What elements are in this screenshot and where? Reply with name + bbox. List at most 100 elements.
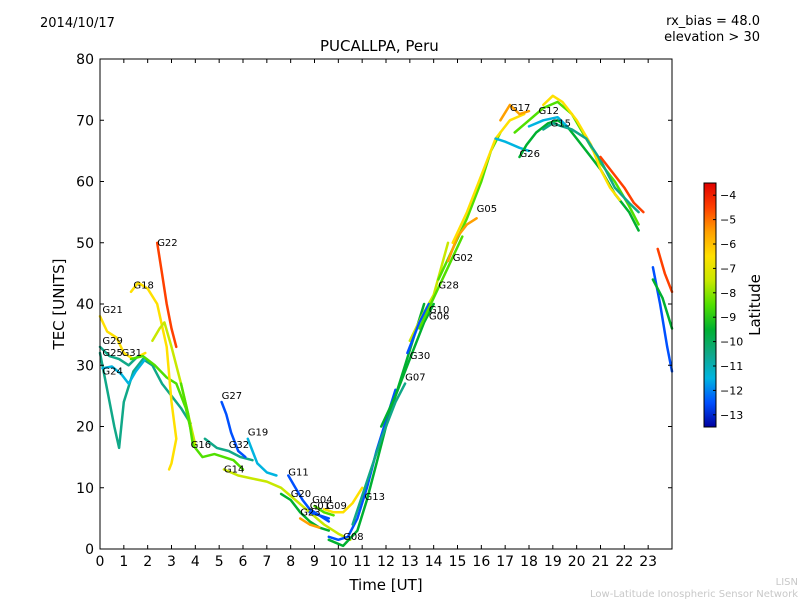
series-g28 bbox=[418, 235, 464, 330]
series-g12b bbox=[542, 94, 621, 202]
series-g20 bbox=[279, 492, 331, 532]
colorbar-tick-label: −11 bbox=[720, 360, 743, 373]
sat-label-g06: G06 bbox=[429, 311, 449, 322]
y-tick-label: 20 bbox=[76, 420, 94, 436]
colorbar-tick-label: −4 bbox=[720, 189, 736, 202]
ticks-layer: 0 1 2 3 4 5 6 7 8 9 10 11 12 13 14 15 16 17 18 19 20 21 22 2301… bbox=[76, 52, 672, 570]
x-tick-label: 23 bbox=[639, 554, 657, 570]
sat-label-g15: G15 bbox=[551, 118, 571, 129]
sat-label-g09: G09 bbox=[326, 501, 346, 512]
x-tick-label: 19 bbox=[544, 554, 562, 570]
series-g27 bbox=[220, 400, 247, 459]
x-tick-label: 10 bbox=[329, 554, 347, 570]
sat-label-g11: G11 bbox=[288, 468, 308, 479]
rx-bias-label: rx_bias = 48.0 bbox=[666, 14, 760, 29]
y-axis-label: TEC [UNITS] bbox=[50, 259, 68, 351]
credit-long: Low-Latitude Ionospheric Sensor Network bbox=[590, 589, 798, 600]
x-tick-label: 2 bbox=[143, 554, 152, 570]
sat-label-g07: G07 bbox=[405, 373, 425, 384]
colorbar-tick-label: −10 bbox=[720, 336, 743, 349]
series-g22 bbox=[155, 241, 178, 349]
series-g18 bbox=[129, 281, 178, 471]
sat-label-g25: G25 bbox=[102, 348, 122, 359]
x-tick-label: 21 bbox=[592, 554, 610, 570]
sat-label-g18: G18 bbox=[133, 281, 153, 292]
series-g04 bbox=[313, 504, 335, 517]
series-g13e bbox=[651, 278, 674, 330]
sat-label-g05: G05 bbox=[477, 204, 497, 215]
x-tick-label: 0 bbox=[96, 554, 105, 570]
sat-label-g14: G14 bbox=[224, 464, 244, 475]
x-tick-label: 1 bbox=[119, 554, 128, 570]
sat-label-g01: G01 bbox=[310, 501, 330, 512]
sat-label-g10: G10 bbox=[429, 305, 449, 316]
series-g15b bbox=[527, 115, 569, 128]
series-g15 bbox=[542, 122, 640, 214]
x-tick-label: 11 bbox=[353, 554, 371, 570]
series-g05 bbox=[446, 217, 478, 263]
series-g05b bbox=[451, 112, 526, 245]
y-tick-label: 40 bbox=[76, 297, 94, 313]
x-tick-label: 14 bbox=[425, 554, 443, 570]
sat-label-g13: G13 bbox=[365, 492, 385, 503]
series-g32 bbox=[203, 437, 254, 462]
series-g01 bbox=[308, 511, 331, 520]
series-g29 bbox=[98, 345, 140, 367]
series-layer bbox=[98, 94, 674, 548]
x-axis-label: Time [UT] bbox=[348, 576, 422, 594]
elevation-label: elevation > 30 bbox=[664, 30, 760, 45]
x-tick-label: 17 bbox=[496, 554, 514, 570]
x-tick-label: 9 bbox=[310, 554, 319, 570]
colorbar-tick-label: −9 bbox=[720, 311, 736, 324]
colorbar: −4 −5 −6 −7 −8 −9 −10 −11 −12 −13 Latitude bbox=[703, 182, 764, 428]
series-g26b bbox=[518, 119, 640, 232]
series-g08 bbox=[327, 388, 397, 542]
series-g16 bbox=[179, 382, 245, 471]
date-label: 2014/10/17 bbox=[40, 16, 115, 31]
series-g07 bbox=[351, 382, 407, 526]
sat-label-g24: G24 bbox=[102, 366, 122, 377]
y-tick-label: 60 bbox=[76, 175, 94, 191]
series-g09 bbox=[322, 486, 364, 514]
sat-label-g28: G28 bbox=[438, 281, 458, 292]
x-tick-label: 5 bbox=[215, 554, 224, 570]
sat-label-g23: G23 bbox=[300, 507, 320, 518]
plot-frame bbox=[99, 58, 673, 550]
sat-label-g22: G22 bbox=[157, 238, 177, 249]
colorbar-tick-label: −13 bbox=[720, 409, 743, 422]
x-tick-label: 3 bbox=[167, 554, 176, 570]
sat-label-g19: G19 bbox=[248, 428, 268, 439]
sat-label-g08: G08 bbox=[343, 532, 363, 543]
series-g10 bbox=[406, 302, 431, 355]
colorbar-tick-label: −6 bbox=[720, 238, 736, 251]
sat-label-g26: G26 bbox=[520, 149, 540, 160]
x-tick-label: 12 bbox=[377, 554, 395, 570]
y-tick-label: 70 bbox=[76, 113, 94, 129]
series-g13d bbox=[656, 247, 674, 294]
sat-label-g27: G27 bbox=[222, 391, 242, 402]
sat-label-g12: G12 bbox=[539, 106, 559, 117]
series-g14 bbox=[222, 468, 352, 542]
sat-label-g30: G30 bbox=[410, 351, 430, 362]
colorbar-ticks: −4 −5 −6 −7 −8 −9 −10 −11 −12 −13 bbox=[713, 189, 743, 422]
sat-label-g31: G31 bbox=[122, 348, 142, 359]
sat-label-g20: G20 bbox=[291, 489, 311, 500]
x-tick-label: 22 bbox=[615, 554, 633, 570]
colorbar-tick-label: −12 bbox=[720, 384, 743, 397]
sat-label-g29: G29 bbox=[102, 336, 122, 347]
series-g24 bbox=[101, 357, 147, 385]
colorbar-tick-label: −8 bbox=[720, 287, 736, 300]
x-tick-label: 13 bbox=[401, 554, 419, 570]
x-tick-label: 18 bbox=[520, 554, 538, 570]
x-tick-label: 15 bbox=[449, 554, 467, 570]
x-tick-label: 8 bbox=[286, 554, 295, 570]
y-tick-label: 30 bbox=[76, 358, 94, 374]
x-tick-label: 20 bbox=[568, 554, 586, 570]
sat-label-g04: G04 bbox=[312, 495, 332, 506]
series-g23 bbox=[298, 517, 321, 529]
credit-short: LISN bbox=[775, 577, 798, 588]
y-tick-label: 10 bbox=[76, 481, 94, 497]
colorbar-tick-label: −7 bbox=[720, 262, 736, 275]
colorbar-label: Latitude bbox=[746, 274, 764, 336]
